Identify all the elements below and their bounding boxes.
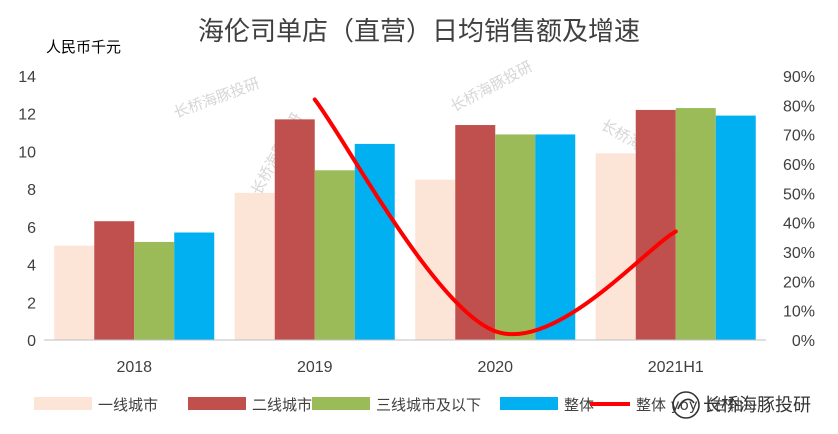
dolphin-shape bbox=[677, 398, 695, 410]
bar-二线城市-2019 bbox=[274, 119, 315, 340]
bar-layer bbox=[54, 108, 756, 341]
legend-label-二线城市: 二线城市 bbox=[252, 396, 312, 414]
y2-tick-label: 10% bbox=[783, 304, 815, 321]
y2-tick-label: 30% bbox=[783, 245, 815, 262]
bar-一线城市-2021H1 bbox=[595, 153, 636, 340]
legend: 一线城市 二线城市 三线城市及以下 整体 整体 yoy（右轴） bbox=[34, 396, 758, 414]
legend-swatch-二线城市 bbox=[188, 397, 246, 410]
bar-三线城市及以下-2019 bbox=[314, 170, 355, 340]
line-整体 yoy（右轴） bbox=[312, 97, 678, 336]
y2-tick-label: 20% bbox=[783, 274, 815, 291]
bar-整体-2019 bbox=[354, 143, 395, 340]
y2-tick-label: 70% bbox=[783, 128, 815, 145]
bar-二线城市-2020 bbox=[455, 125, 496, 341]
y-tick-label: 4 bbox=[27, 258, 36, 275]
y2-tick-label: 80% bbox=[783, 98, 815, 115]
line-layer bbox=[312, 97, 678, 336]
bar-整体-2021H1 bbox=[715, 115, 756, 340]
y-tick-label: 6 bbox=[27, 220, 36, 237]
y-tick-label: 12 bbox=[18, 107, 36, 124]
y2-tick-label: 90% bbox=[783, 69, 815, 86]
y-tick-label: 0 bbox=[27, 333, 36, 350]
legend-label-整体 yoy（右轴）: 整体 yoy（右轴） bbox=[636, 396, 758, 414]
bar-一线城市-2018 bbox=[54, 245, 95, 340]
bar-三线城市及以下-2021H1 bbox=[675, 108, 716, 340]
y2-tick-label: 40% bbox=[783, 216, 815, 233]
bar-整体-2020 bbox=[535, 134, 576, 340]
y-tick-label: 14 bbox=[18, 69, 36, 86]
watermark-logo-text: 长桥海豚投研 bbox=[703, 395, 811, 416]
bar-二线城市-2021H1 bbox=[635, 109, 676, 340]
axes-layer: 0 2 4 6 8 10 12 14 0% 10% 20% 30% 40% 50% 60% 70% 80% 90%… bbox=[18, 69, 815, 376]
legend-swatch-三线城市及以下 bbox=[312, 397, 370, 410]
y-tick-label: 2 bbox=[27, 295, 36, 312]
y-axis-label: 人民币千元 bbox=[46, 38, 121, 56]
bar-二线城市-2018 bbox=[94, 221, 135, 340]
x-tick-label: 2018 bbox=[116, 359, 152, 376]
legend-label-一线城市: 一线城市 bbox=[98, 396, 158, 414]
legend-label-整体: 整体 bbox=[564, 396, 594, 414]
y2-tick-label: 60% bbox=[783, 157, 815, 174]
chart-title: 海伦司单店（直营）日均销售额及增速 bbox=[198, 17, 640, 47]
bar-三线城市及以下-2020 bbox=[495, 134, 536, 340]
bar-整体-2018 bbox=[174, 232, 215, 340]
y-tick-label: 8 bbox=[27, 182, 36, 199]
watermark-logo: 长桥海豚投研 bbox=[672, 391, 811, 419]
x-tick-label: 2020 bbox=[477, 359, 513, 376]
y2-tick-label: 0% bbox=[792, 333, 815, 350]
bar-一线城市-2019 bbox=[234, 192, 275, 340]
legend-swatch-一线城市 bbox=[34, 397, 92, 410]
y2-tick-label: 50% bbox=[783, 186, 815, 203]
legend-label-三线城市及以下: 三线城市及以下 bbox=[376, 396, 481, 414]
x-tick-label: 2021H1 bbox=[648, 359, 704, 376]
x-tick-label: 2019 bbox=[297, 359, 333, 376]
bar-三线城市及以下-2018 bbox=[134, 241, 175, 340]
y-tick-label: 10 bbox=[18, 144, 36, 161]
dolphin-wechat-icon bbox=[672, 391, 700, 419]
legend-swatch-整体 bbox=[500, 397, 558, 410]
